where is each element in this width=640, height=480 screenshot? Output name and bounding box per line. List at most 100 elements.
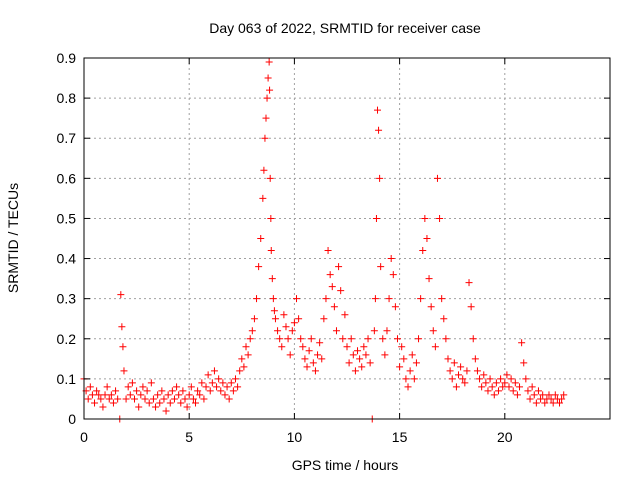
data-point [183, 403, 191, 411]
data-point [379, 335, 387, 343]
data-point [261, 134, 269, 142]
data-point [168, 387, 176, 395]
data-point [267, 214, 275, 222]
data-point [266, 174, 274, 182]
chart-title: Day 063 of 2022, SRMTID for receiver cas… [209, 20, 481, 36]
data-point [293, 295, 301, 303]
data-point [271, 315, 279, 323]
data-point [99, 403, 107, 411]
data-point [280, 311, 288, 319]
data-point [421, 214, 429, 222]
data-point [539, 391, 547, 399]
data-point [128, 379, 136, 387]
data-point [133, 387, 141, 395]
y-tick-label: 0.3 [57, 291, 77, 307]
data-point [103, 383, 111, 391]
data-point [145, 399, 153, 407]
data-point [326, 271, 334, 279]
data-point [192, 399, 200, 407]
data-point [452, 383, 460, 391]
data-point [362, 351, 370, 359]
data-point [217, 387, 225, 395]
data-point [257, 235, 265, 242]
data-point [444, 355, 452, 363]
data-point [471, 355, 479, 363]
data-point [330, 303, 338, 311]
data-point [215, 375, 223, 383]
data-point [234, 383, 242, 391]
data-point [187, 383, 195, 391]
data-point [446, 367, 454, 375]
data-point [263, 94, 271, 102]
data-point [457, 363, 465, 371]
data-point [345, 359, 353, 367]
data-point [503, 371, 511, 379]
data-point [268, 275, 276, 283]
data-point [376, 174, 384, 182]
y-tick-label: 0.8 [57, 90, 77, 106]
data-point [440, 315, 448, 323]
data-point [264, 74, 272, 82]
data-point [299, 343, 307, 351]
data-point [97, 395, 105, 403]
data-point [236, 367, 244, 375]
data-point [356, 355, 364, 363]
data-point [402, 375, 410, 383]
data-point [419, 247, 427, 255]
data-point [166, 399, 174, 407]
data-point [307, 335, 315, 343]
data-point [242, 343, 250, 351]
data-point [492, 379, 500, 387]
data-point [152, 403, 160, 411]
y-tick-label: 0 [68, 411, 76, 427]
data-point [375, 126, 383, 134]
data-point [274, 327, 282, 335]
data-point [109, 399, 117, 407]
data-point [372, 214, 380, 222]
data-point [305, 347, 313, 355]
data-point [505, 383, 513, 391]
data-point [530, 391, 538, 399]
data-point [119, 343, 127, 351]
x-tick-label: 10 [287, 429, 303, 445]
data-point [396, 363, 404, 371]
data-point [162, 407, 170, 415]
data-point [328, 283, 336, 291]
data-point [511, 379, 519, 387]
data-point [410, 375, 418, 383]
data-point [227, 379, 235, 387]
data-point [438, 295, 446, 303]
data-point [297, 335, 305, 343]
data-point [541, 399, 549, 407]
data-point [189, 395, 197, 403]
data-point [324, 247, 332, 255]
data-point [400, 355, 408, 363]
data-point [117, 291, 125, 299]
data-point [170, 395, 178, 403]
data-point [545, 391, 553, 399]
data-point [156, 399, 164, 407]
data-point [537, 395, 545, 403]
data-point [522, 375, 530, 383]
data-point [322, 295, 330, 303]
data-point [173, 383, 181, 391]
data-point [374, 106, 382, 114]
data-point [225, 395, 233, 403]
data-point [526, 395, 534, 403]
data-point [387, 255, 395, 263]
data-point [343, 343, 351, 351]
data-point [412, 359, 420, 367]
data-point [547, 395, 555, 403]
data-point [114, 395, 122, 403]
data-point [425, 275, 433, 283]
data-point [124, 383, 132, 391]
data-point [534, 387, 542, 395]
y-tick-label: 0.4 [57, 251, 77, 267]
data-point [507, 375, 515, 383]
y-tick-label: 0.2 [57, 331, 77, 347]
data-point [404, 383, 412, 391]
data-point [177, 399, 185, 407]
y-tick-label: 0.9 [57, 50, 77, 66]
data-point [311, 367, 319, 375]
